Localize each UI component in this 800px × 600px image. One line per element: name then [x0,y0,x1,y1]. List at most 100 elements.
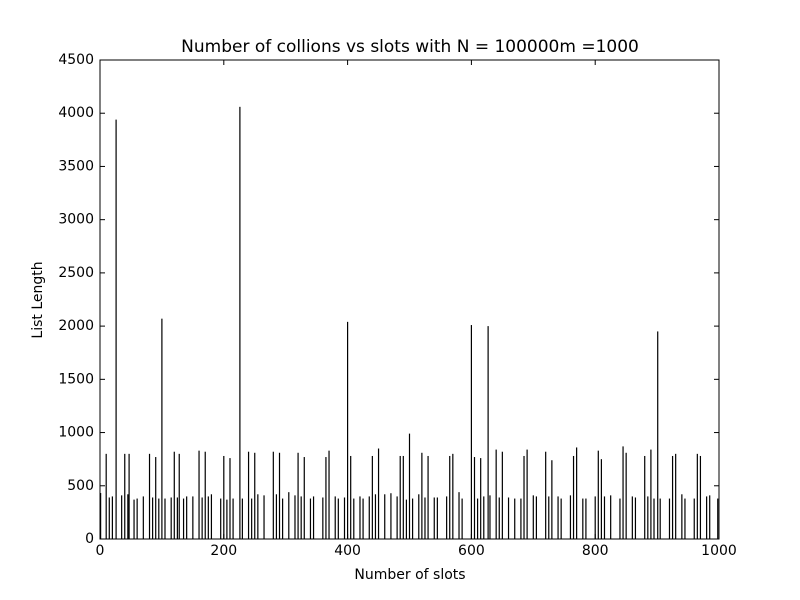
bar [226,499,228,539]
bar [192,496,194,539]
bar [303,457,305,539]
bar [402,455,404,539]
bar [507,497,510,539]
bar [625,452,627,539]
bar [582,498,584,539]
bar [548,496,550,539]
bar [597,450,599,539]
bar [470,325,472,539]
bar [433,497,435,539]
chart-title: Number of collions vs slots with N = 100… [181,37,639,57]
bar [476,498,479,539]
bar [709,495,711,539]
bar [610,495,612,539]
bar [657,331,659,539]
bar [520,498,522,539]
x-tick-label: 0 [96,543,105,559]
bar [309,498,312,539]
bar [384,494,386,539]
bar [115,119,117,539]
bar [294,495,296,539]
y-tick-label: 4000 [58,105,94,121]
bar [353,498,355,539]
bar [111,496,113,539]
bar [498,497,500,539]
bar [220,498,222,539]
bar [650,449,652,539]
bar [634,497,637,539]
bar [653,498,655,539]
bar [282,498,284,539]
bar [449,455,451,539]
y-tick-label: 1000 [58,425,94,441]
bar [473,457,476,539]
bar [396,496,398,539]
bar [254,452,256,539]
bar [545,451,547,539]
bar [201,497,203,539]
bar [696,453,698,539]
bar [446,496,448,539]
bar [251,498,253,539]
bar [480,458,482,539]
bar [411,498,414,539]
x-axis-label: Number of slots [354,567,465,583]
bar [622,446,624,539]
bar [458,492,460,539]
bar [644,455,646,539]
bar [343,497,346,539]
bar [603,496,606,539]
bar [278,452,281,539]
bar [322,497,324,539]
bar [337,498,339,539]
bar [176,497,178,539]
bar [350,455,352,539]
bar [523,455,525,539]
bar [619,498,621,539]
bar [569,495,572,539]
bar [421,452,423,539]
bar [136,498,138,539]
bar [178,453,180,539]
bar [374,494,377,539]
bar [693,498,695,539]
bar [495,449,497,539]
bar [241,498,243,539]
bar [170,497,172,539]
bar [257,494,259,539]
bar [300,496,302,539]
bar [390,493,392,539]
bar [377,448,380,539]
x-tick-label: 1000 [701,543,737,559]
bar [362,498,364,539]
x-tick-label: 400 [334,543,361,559]
bar [158,498,160,539]
bar [647,496,649,539]
bar [288,492,290,539]
bar [461,498,463,539]
bar [514,498,516,539]
bar [164,498,166,539]
bar [186,496,188,539]
x-tick-label: 800 [582,543,609,559]
bar [121,495,123,539]
bar [489,495,491,539]
bar [675,453,677,539]
bar [572,455,575,539]
x-tick-label: 200 [210,543,237,559]
bar [124,453,126,539]
bar [501,451,503,539]
y-tick-label: 2500 [58,265,94,281]
bar [152,497,154,539]
bar [585,498,587,539]
bar [161,318,163,539]
bar [328,450,330,539]
bar [272,451,274,539]
bar [142,496,144,539]
bar [359,496,361,539]
bar [232,498,234,539]
bar [229,458,231,539]
bar [334,496,336,539]
bar [681,494,683,539]
